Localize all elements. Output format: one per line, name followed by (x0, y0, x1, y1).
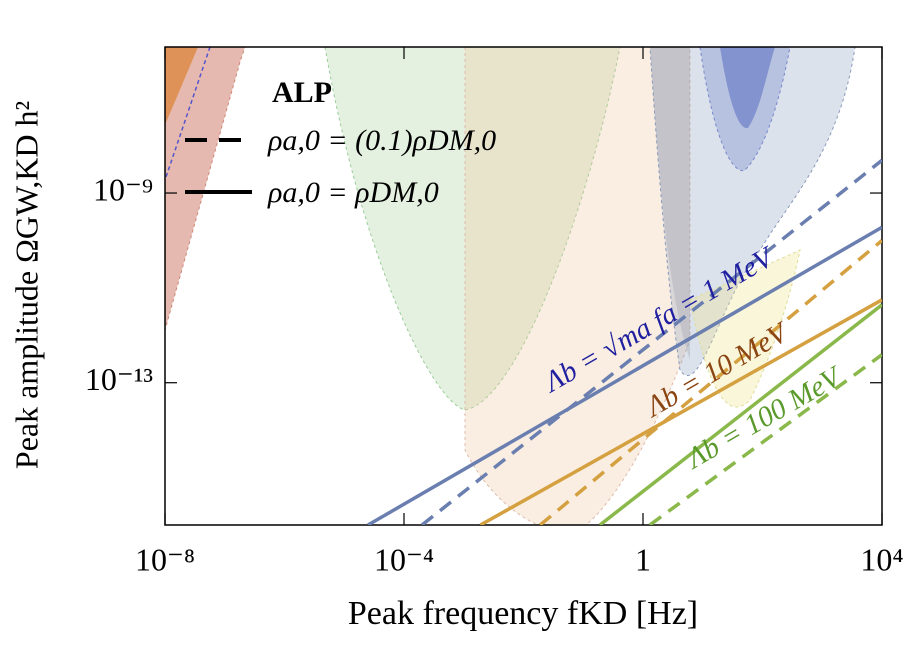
regions (165, 47, 856, 525)
series-line (420, 158, 882, 525)
plot-frame (164, 46, 883, 526)
series-group (367, 158, 882, 525)
series-line (598, 303, 882, 525)
series-line (367, 225, 882, 525)
region (464, 47, 691, 525)
region (165, 47, 198, 125)
y-tick-label: 10⁻⁹ (93, 171, 153, 207)
x-axis-label: Peak frequency fKD [Hz] (348, 595, 698, 632)
region-edge (165, 47, 211, 181)
x-tick-label: 10⁻⁴ (374, 541, 434, 577)
region (720, 47, 775, 129)
x-tick-label: 10⁻⁸ (135, 541, 195, 577)
series-line (648, 353, 882, 525)
legend-title: ALP (272, 76, 332, 109)
x-tick-label: 10⁴ (860, 541, 903, 577)
y-axis-label: Peak amplitude ΩGW,KD h² (8, 101, 44, 469)
region (165, 47, 246, 331)
y-tick-label: 10⁻¹³ (85, 361, 153, 397)
series-line (539, 239, 882, 525)
legend-label: ρa,0 = (0.1)ρDM,0 (267, 124, 496, 157)
region (650, 47, 690, 360)
region (324, 47, 621, 411)
legend-label: ρa,0 = ρDM,0 (267, 176, 439, 209)
region (649, 47, 856, 376)
x-tick-label: 1 (635, 541, 651, 577)
series-line (479, 298, 882, 525)
